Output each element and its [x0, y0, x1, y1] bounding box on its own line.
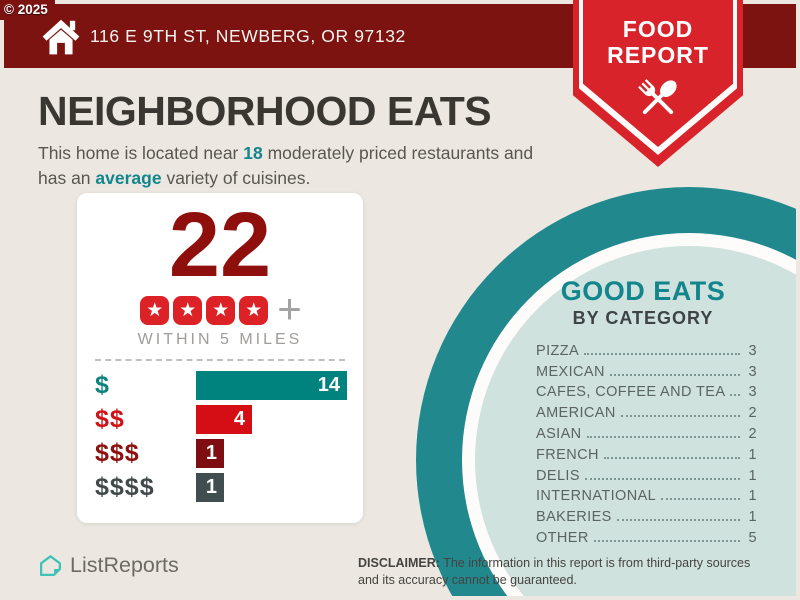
spoon-fork-icon — [638, 79, 677, 115]
price-tier-label: $$ — [95, 405, 125, 433]
category-label: ASIAN — [536, 425, 582, 442]
total-restaurant-count: 22 — [168, 194, 272, 296]
restaurant-count-highlight: 18 — [243, 143, 263, 163]
disclaimer-text: DISCLAIMER: The information in this repo… — [358, 555, 766, 588]
star-rating: ★ ★ ★ ★ + — [77, 284, 363, 332]
subtitle-text-pre: This home is located near — [38, 143, 244, 163]
category-count: 3 — [748, 363, 757, 380]
price-tier-bar: 14 — [196, 371, 347, 400]
page-title: NEIGHBORHOOD EATS — [38, 88, 492, 134]
ribbon-title-line2: REPORT — [607, 42, 709, 68]
category-label: AMERICAN — [536, 405, 616, 422]
restaurant-summary-card: 22 ★ ★ ★ ★ + WITHIN 5 MILES $ 14 $$ 4 $$$ 1… — [77, 193, 363, 523]
disclaimer-label: DISCLAIMER: — [358, 556, 440, 570]
price-tier-value: 1 — [205, 476, 217, 498]
star-icon: ★ — [206, 296, 236, 325]
food-report-ribbon: FOOD REPORT — [573, 0, 743, 167]
dotted-leader — [609, 373, 740, 376]
dotted-leader — [661, 498, 740, 501]
price-tier-row: $$ 4 — [95, 405, 363, 434]
subtitle-text-post: variety of cuisines. — [161, 167, 311, 188]
category-count: 3 — [748, 342, 757, 359]
category-label: CAFES, COFFEE AND TEA — [536, 384, 726, 401]
category-count: 1 — [748, 467, 757, 484]
dashed-divider — [95, 359, 345, 361]
category-list-item: ASIAN 2 — [536, 421, 757, 442]
star-icon: ★ — [173, 296, 203, 325]
price-tier-row: $ 14 — [95, 371, 363, 400]
category-label: PIZZA — [536, 342, 580, 359]
category-list-item: AMERICAN 2 — [536, 400, 757, 421]
good-eats-panel: GOOD EATS BY CATEGORY PIZZA 3 MEXICAN 3 … — [521, 276, 765, 546]
category-label: FRENCH — [536, 446, 599, 463]
category-list-item: BAKERIES 1 — [536, 504, 757, 525]
price-tier-label: $$$$ — [95, 473, 155, 501]
dotted-leader — [584, 477, 740, 480]
category-list-item: MEXICAN 3 — [536, 359, 757, 380]
category-count: 3 — [748, 384, 757, 401]
price-tier-bar: 4 — [196, 405, 252, 434]
category-list-item: OTHER 5 — [536, 525, 757, 546]
price-tier-bar-chart: $ 14 $$ 4 $$$ 1 $$$$ 1 — [77, 371, 363, 502]
category-label: OTHER — [536, 529, 589, 546]
copyright-label: © 2025 — [0, 0, 55, 20]
dotted-leader — [620, 415, 740, 418]
star-badges-container: ★ ★ ★ ★ — [138, 296, 270, 325]
category-list-item: PIZZA 3 — [536, 338, 757, 359]
price-tier-value: 4 — [233, 408, 245, 430]
category-label: BAKERIES — [536, 509, 612, 526]
listreports-wordmark: ListReports — [70, 553, 179, 577]
category-list-item: FRENCH 1 — [536, 442, 757, 463]
dotted-leader — [730, 394, 740, 397]
radius-caption: WITHIN 5 MILES — [137, 331, 303, 348]
good-eats-subtitle: BY CATEGORY — [572, 308, 714, 328]
dotted-leader — [593, 539, 740, 542]
price-tier-bar: 1 — [196, 473, 224, 502]
category-label: MEXICAN — [536, 363, 605, 380]
star-icon: ★ — [140, 296, 170, 325]
ribbon-content: FOOD REPORT — [573, 0, 743, 130]
dotted-leader — [586, 435, 740, 438]
category-list-item: DELIS 1 — [536, 463, 757, 484]
category-count: 1 — [748, 509, 757, 526]
price-tier-value: 14 — [317, 374, 340, 396]
dotted-leader — [584, 352, 740, 355]
price-tier-row: $$$ 1 — [95, 439, 363, 468]
price-tier-label: $$$ — [95, 439, 140, 467]
property-address: 116 E 9TH ST, NEWBERG, OR 97132 — [90, 25, 406, 46]
category-count: 2 — [748, 405, 757, 422]
ribbon-title-line1: FOOD — [622, 16, 694, 42]
subtitle-text-mid: moderately priced restaurants and has an — [38, 143, 534, 188]
price-tier-label: $ — [95, 371, 110, 399]
page-subtitle: This home is located near 18 moderately … — [38, 141, 554, 190]
category-count: 1 — [748, 446, 757, 463]
category-list: PIZZA 3 MEXICAN 3 CAFES, COFFEE AND TEA … — [536, 338, 757, 546]
category-list-item: INTERNATIONAL 1 — [536, 484, 757, 505]
plus-icon: + — [277, 284, 302, 332]
price-tier-row: $$$$ 1 — [95, 473, 363, 502]
dotted-leader — [616, 519, 740, 522]
price-tier-bar: 1 — [196, 439, 224, 468]
category-count: 5 — [748, 529, 757, 546]
good-eats-title: GOOD EATS — [560, 276, 726, 306]
listreports-house-icon — [39, 555, 62, 577]
disclaimer-body: The information in this report is from t… — [358, 556, 751, 587]
variety-highlight: average — [95, 167, 162, 188]
listreports-logo: ListReports — [38, 553, 179, 578]
dotted-leader — [603, 456, 740, 459]
category-list-item: CAFES, COFFEE AND TEA 3 — [536, 380, 757, 401]
category-count: 2 — [748, 425, 757, 442]
home-icon — [42, 19, 80, 55]
star-icon: ★ — [239, 296, 269, 325]
category-count: 1 — [748, 488, 757, 505]
category-label: INTERNATIONAL — [536, 488, 657, 505]
category-label: DELIS — [536, 467, 580, 484]
price-tier-value: 1 — [205, 442, 217, 464]
